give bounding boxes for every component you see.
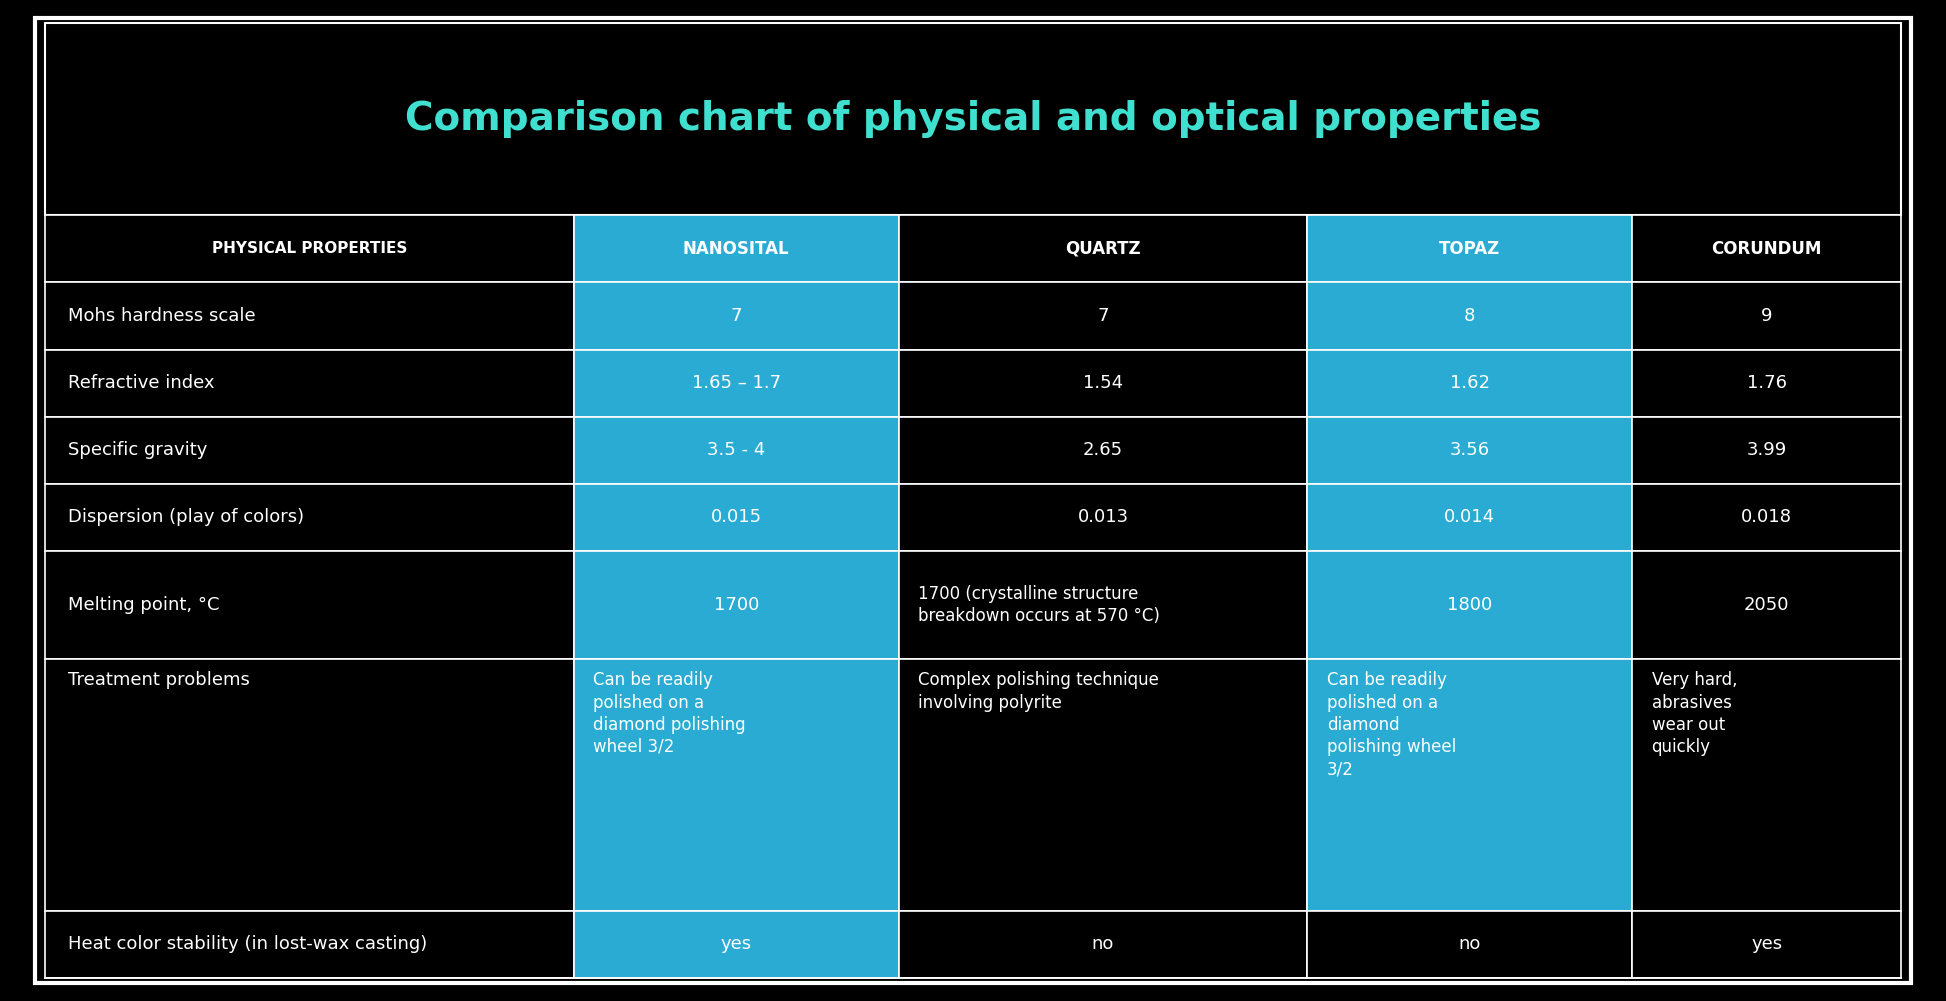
Text: 7: 7 (1098, 307, 1109, 325)
Text: 7: 7 (730, 307, 741, 325)
Bar (574, 282, 899, 349)
Bar (45, 215, 574, 282)
Text: PHYSICAL PROPERTIES: PHYSICAL PROPERTIES (212, 241, 407, 256)
Bar (1308, 483, 1633, 551)
Bar (1633, 416, 1901, 483)
Text: yes: yes (1751, 936, 1783, 953)
Bar (574, 551, 899, 660)
Text: 3.56: 3.56 (1450, 441, 1491, 459)
Text: Specific gravity: Specific gravity (68, 441, 208, 459)
Text: 1700: 1700 (714, 596, 759, 614)
Bar (1633, 911, 1901, 978)
Text: TOPAZ: TOPAZ (1438, 240, 1500, 258)
Text: 1800: 1800 (1448, 596, 1493, 614)
Bar (45, 911, 574, 978)
Bar (1633, 282, 1901, 349)
Bar (45, 551, 574, 660)
Bar (899, 911, 1308, 978)
Text: Complex polishing technique
involving polyrite: Complex polishing technique involving po… (919, 672, 1160, 712)
Bar (45, 483, 574, 551)
Text: 0.014: 0.014 (1444, 509, 1495, 527)
Bar (1308, 282, 1633, 349)
Text: no: no (1092, 936, 1115, 953)
Bar (1308, 349, 1633, 416)
Bar (574, 215, 899, 282)
Bar (574, 416, 899, 483)
Bar (1633, 483, 1901, 551)
Text: Comparison chart of physical and optical properties: Comparison chart of physical and optical… (405, 100, 1541, 138)
Text: 3.5 - 4: 3.5 - 4 (706, 441, 765, 459)
Text: 3.99: 3.99 (1746, 441, 1786, 459)
Bar (45, 416, 574, 483)
Bar (899, 660, 1308, 911)
Bar (574, 660, 899, 911)
Text: Heat color stability (in lost-wax casting): Heat color stability (in lost-wax castin… (68, 936, 428, 953)
Text: Melting point, °C: Melting point, °C (68, 596, 220, 614)
Text: 0.013: 0.013 (1078, 509, 1129, 527)
Bar (899, 349, 1308, 416)
Text: 2050: 2050 (1744, 596, 1790, 614)
Text: Refractive index: Refractive index (68, 374, 214, 392)
Bar (574, 349, 899, 416)
Text: 0.015: 0.015 (710, 509, 763, 527)
Text: yes: yes (720, 936, 751, 953)
Text: Mohs hardness scale: Mohs hardness scale (68, 307, 255, 325)
Text: Treatment problems: Treatment problems (68, 672, 249, 690)
Bar (45, 660, 574, 911)
Text: Dispersion (play of colors): Dispersion (play of colors) (68, 509, 304, 527)
Bar (45, 349, 574, 416)
Bar (1633, 215, 1901, 282)
Text: 1.54: 1.54 (1082, 374, 1123, 392)
Text: 1.62: 1.62 (1450, 374, 1489, 392)
Text: Very hard,
abrasives
wear out
quickly: Very hard, abrasives wear out quickly (1652, 672, 1738, 756)
Text: NANOSITAL: NANOSITAL (683, 240, 790, 258)
Bar (899, 215, 1308, 282)
Bar (574, 911, 899, 978)
Text: 1.65 – 1.7: 1.65 – 1.7 (691, 374, 780, 392)
Bar (1308, 551, 1633, 660)
Bar (899, 416, 1308, 483)
Text: 9: 9 (1761, 307, 1773, 325)
Bar (1633, 349, 1901, 416)
Text: Can be readily
polished on a
diamond
polishing wheel
3/2: Can be readily polished on a diamond pol… (1327, 672, 1456, 778)
Text: QUARTZ: QUARTZ (1064, 240, 1140, 258)
Bar (899, 551, 1308, 660)
Bar (899, 282, 1308, 349)
Text: CORUNDUM: CORUNDUM (1711, 240, 1821, 258)
Text: 1.76: 1.76 (1748, 374, 1786, 392)
Text: no: no (1458, 936, 1481, 953)
Bar (1308, 911, 1633, 978)
Text: 2.65: 2.65 (1082, 441, 1123, 459)
Text: 0.018: 0.018 (1742, 509, 1792, 527)
Bar (1308, 416, 1633, 483)
Bar (1633, 551, 1901, 660)
Bar (45, 23, 1901, 215)
Text: Can be readily
polished on a
diamond polishing
wheel 3/2: Can be readily polished on a diamond pol… (594, 672, 745, 756)
Bar (899, 483, 1308, 551)
Bar (1308, 660, 1633, 911)
Text: 1700 (crystalline structure
breakdown occurs at 570 °C): 1700 (crystalline structure breakdown oc… (919, 585, 1160, 626)
Bar (1308, 215, 1633, 282)
Bar (1633, 660, 1901, 911)
Bar (45, 282, 574, 349)
Text: 8: 8 (1463, 307, 1475, 325)
Bar (574, 483, 899, 551)
